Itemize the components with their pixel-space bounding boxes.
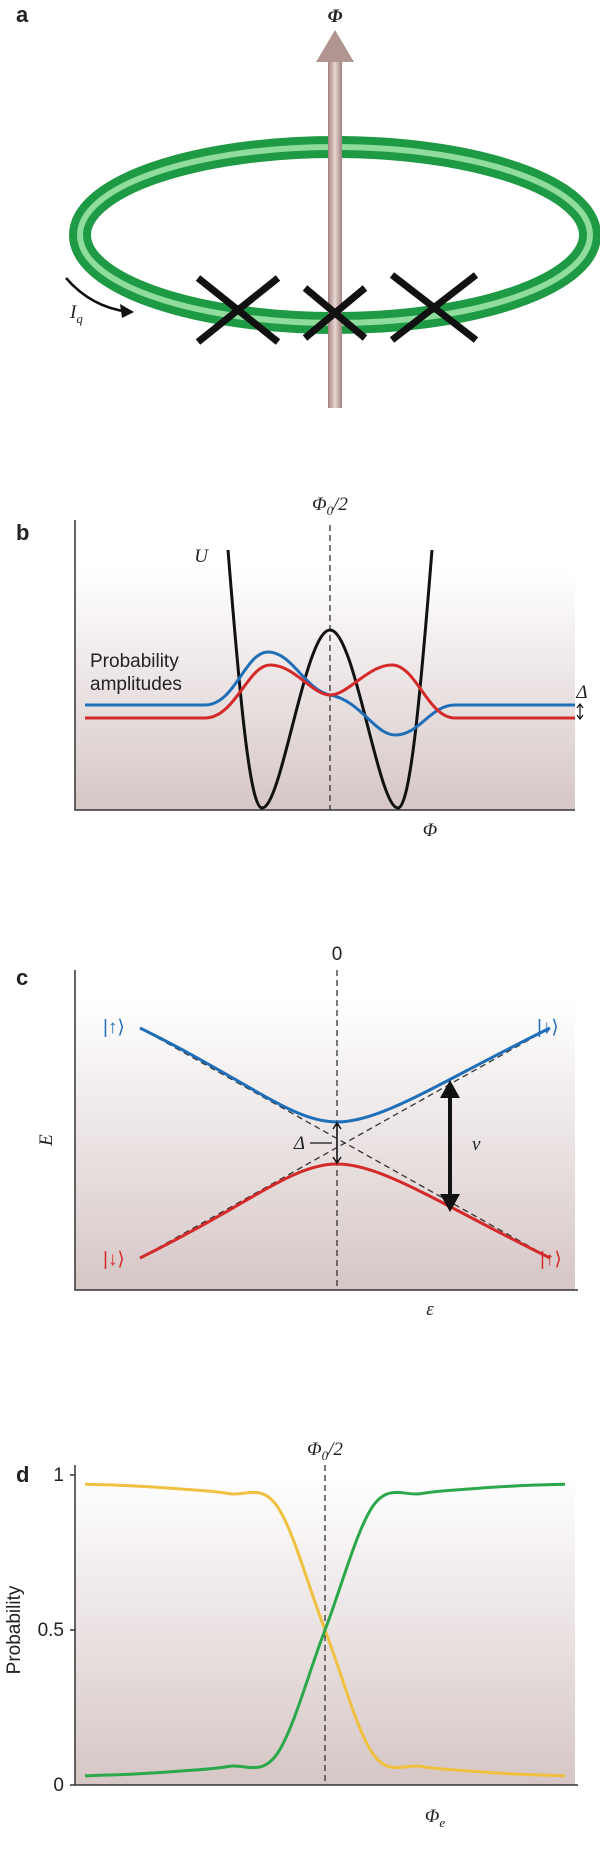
- y-tick-label: 1: [53, 1465, 64, 1486]
- x-label: Φ: [423, 820, 437, 841]
- amplitude-label: amplitudes: [90, 674, 182, 695]
- center-label: Φ0/2: [307, 1439, 343, 1463]
- axes: [74, 970, 578, 1291]
- y-tick-label: 0: [53, 1775, 64, 1796]
- probability-curve: [84, 1482, 566, 1778]
- freq-arrowhead: [440, 1194, 460, 1212]
- amplitude-curve: [85, 663, 575, 720]
- center-label: 0: [332, 944, 343, 965]
- y-tick-label: 0.5: [38, 1620, 64, 1641]
- background: [75, 570, 575, 810]
- panel-label: d: [16, 1462, 29, 1487]
- flux-arrow: [328, 58, 342, 408]
- flux-arrowhead: [316, 30, 354, 62]
- potential-curve: [226, 549, 434, 810]
- panel-label: b: [16, 520, 29, 545]
- current-arrowhead: [120, 304, 134, 318]
- amplitude-label: Probability: [90, 651, 179, 672]
- current-label: Iq: [69, 302, 83, 326]
- y-label: Probability: [4, 1585, 25, 1674]
- gap-arrow: [576, 703, 584, 720]
- gap-arrow: [332, 1121, 342, 1165]
- junctions: [195, 272, 479, 345]
- potential-label: U: [194, 546, 209, 567]
- gap-label: Δ: [575, 682, 587, 703]
- gap-label: Δ: [293, 1133, 305, 1154]
- y-label: E: [36, 1134, 57, 1147]
- panel-label: c: [16, 965, 28, 990]
- panel-label: a: [16, 2, 29, 27]
- freq-arrowhead: [440, 1080, 460, 1098]
- axes: [74, 520, 575, 811]
- ket: |↑⟩: [103, 1017, 125, 1038]
- ket: |↓⟩: [103, 1249, 125, 1270]
- background: [75, 1000, 575, 1290]
- freq-label: ν: [472, 1134, 481, 1155]
- ket: |↑⟩: [540, 1249, 562, 1270]
- center-label: Φ0/2: [312, 494, 348, 518]
- x-label: ε: [426, 1299, 434, 1320]
- x-label: Φe: [425, 1806, 445, 1830]
- flux-label: Φ: [328, 6, 343, 27]
- ket: |↓⟩: [537, 1017, 559, 1038]
- asymptotes: [139, 1027, 551, 1259]
